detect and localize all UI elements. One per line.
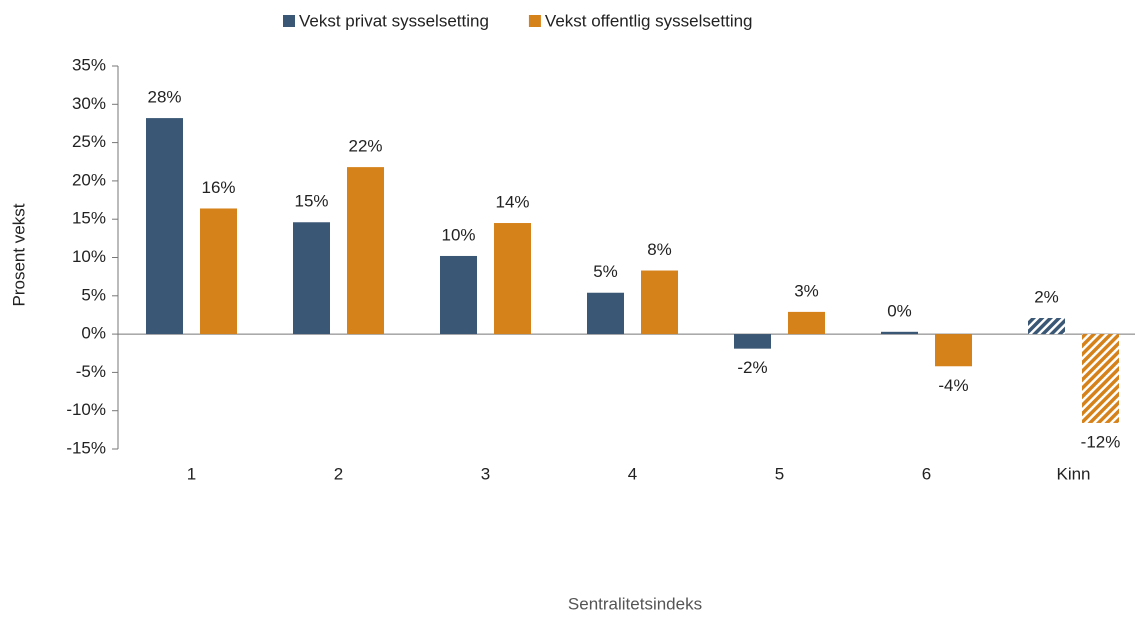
value-label: 2% xyxy=(1034,287,1059,306)
legend-swatch xyxy=(528,15,541,27)
bar xyxy=(494,223,531,335)
y-tick-label: 15% xyxy=(72,209,106,228)
y-tick-label: 25% xyxy=(72,132,106,151)
x-tick-label: 4 xyxy=(628,464,637,483)
y-tick-label: -15% xyxy=(66,438,106,457)
y-tick-label: 0% xyxy=(81,324,106,343)
y-tick-label: 20% xyxy=(72,170,106,189)
value-label: 16% xyxy=(201,178,235,197)
bar xyxy=(1028,318,1065,335)
value-label: 15% xyxy=(294,192,328,211)
legend-label: Vekst offentlig sysselsetting xyxy=(545,11,753,30)
value-label: -2% xyxy=(737,358,767,377)
y-tick-label: -10% xyxy=(66,400,106,419)
value-label: 22% xyxy=(348,137,382,156)
y-tick-label: 30% xyxy=(72,94,106,113)
x-tick-label: Kinn xyxy=(1056,464,1090,483)
y-axis-title: Prosent vekst xyxy=(9,203,28,306)
bar xyxy=(788,311,825,335)
value-label: 3% xyxy=(794,281,819,300)
bar xyxy=(641,270,678,335)
y-tick-label: -5% xyxy=(76,362,106,381)
bar xyxy=(587,292,624,335)
value-label: 8% xyxy=(647,240,672,259)
value-label: 28% xyxy=(147,88,181,107)
x-axis-title: Sentralitetsindeks xyxy=(568,594,702,613)
bar xyxy=(347,167,384,335)
bar xyxy=(293,222,330,335)
bar xyxy=(200,208,237,335)
bar xyxy=(146,118,183,335)
x-tick-label: 1 xyxy=(187,464,196,483)
value-label: 5% xyxy=(593,262,618,281)
bar xyxy=(440,255,477,335)
bar xyxy=(734,334,771,349)
bar xyxy=(881,331,918,335)
x-tick-label: 5 xyxy=(775,464,784,483)
y-tick-label: 35% xyxy=(72,55,106,74)
y-tick-label: 10% xyxy=(72,247,106,266)
value-label: 10% xyxy=(441,225,475,244)
bar xyxy=(1082,334,1119,423)
legend-swatch xyxy=(283,15,295,27)
y-tick-label: 5% xyxy=(81,285,106,304)
value-label: 0% xyxy=(887,301,912,320)
value-label: 14% xyxy=(495,193,529,212)
x-tick-label: 3 xyxy=(481,464,490,483)
value-label: -4% xyxy=(938,376,968,395)
legend-label: Vekst privat sysselsetting xyxy=(299,11,489,30)
bar xyxy=(935,334,972,367)
x-tick-label: 6 xyxy=(922,464,931,483)
value-label: -12% xyxy=(1081,432,1121,451)
x-tick-label: 2 xyxy=(334,464,343,483)
